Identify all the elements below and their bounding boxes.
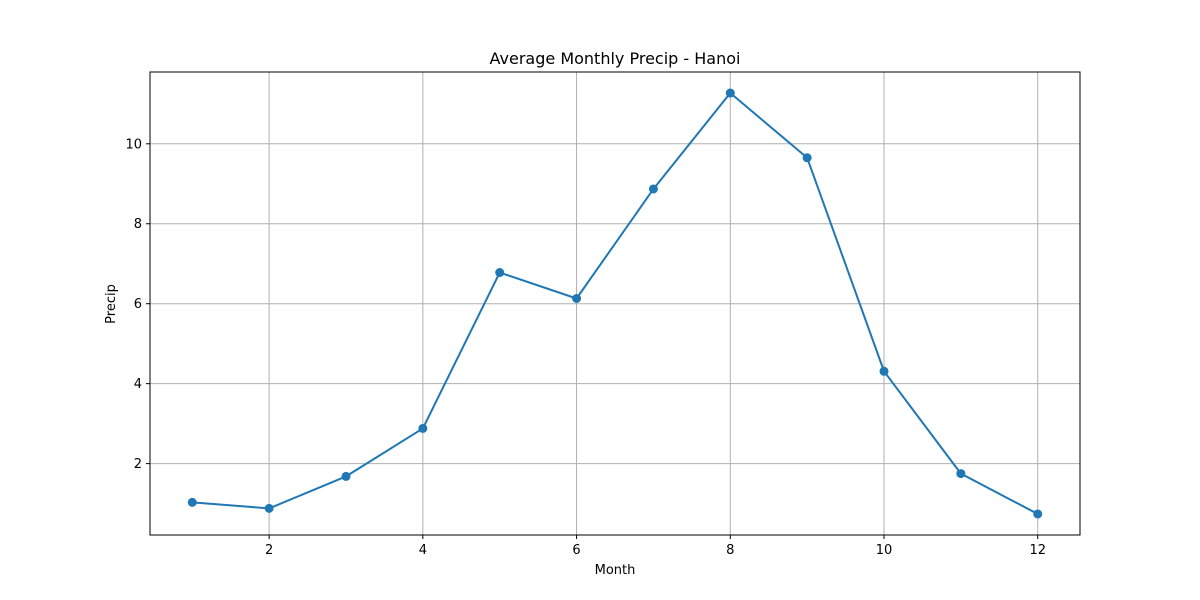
x-tick-label: 8 bbox=[726, 543, 734, 558]
x-tick-label: 10 bbox=[876, 543, 893, 558]
grid-lines bbox=[150, 72, 1080, 535]
axis-ticks: 2 4 6 8 10 12 2 4 6 8 10 bbox=[125, 137, 1046, 558]
data-point bbox=[341, 471, 351, 481]
data-point bbox=[187, 497, 197, 507]
data-point bbox=[648, 184, 658, 194]
series-line bbox=[192, 92, 1039, 515]
y-tick-label: 10 bbox=[125, 137, 142, 152]
data-point bbox=[418, 423, 428, 433]
x-axis-label: Month bbox=[595, 563, 636, 578]
x-tick-label: 6 bbox=[572, 543, 580, 558]
plot-frame bbox=[149, 71, 1081, 536]
x-tick-label: 4 bbox=[419, 543, 427, 558]
y-tick-label: 6 bbox=[134, 297, 142, 312]
data-point bbox=[1033, 509, 1043, 519]
data-point bbox=[572, 294, 582, 304]
data-point bbox=[725, 88, 735, 98]
series-layer bbox=[187, 88, 1043, 519]
data-point bbox=[495, 268, 505, 278]
y-tick-label: 4 bbox=[134, 377, 142, 392]
data-point bbox=[802, 153, 812, 163]
data-point bbox=[879, 366, 889, 376]
data-point bbox=[956, 469, 966, 479]
x-tick-label: 12 bbox=[1029, 543, 1046, 558]
y-tick-label: 2 bbox=[134, 457, 142, 472]
x-tick-label: 2 bbox=[265, 543, 273, 558]
y-axis-label: Precip bbox=[104, 284, 119, 324]
data-point bbox=[264, 503, 274, 513]
y-tick-label: 8 bbox=[134, 217, 142, 232]
chart-title: Average Monthly Precip - Hanoi bbox=[490, 49, 741, 68]
